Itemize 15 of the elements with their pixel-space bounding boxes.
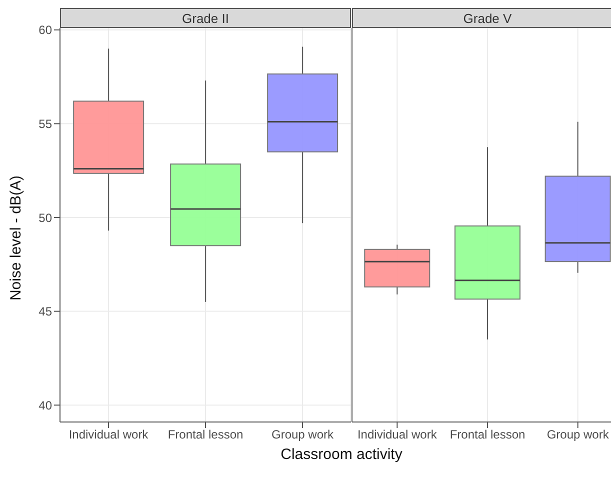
x-axis-title: Classroom activity (280, 446, 404, 463)
x-tick-label: Frontal lesson (168, 428, 244, 442)
x-tick-label: Frontal lesson (450, 428, 526, 442)
chart-title: Grade V (352, 8, 611, 28)
y-tick-label: 55 (38, 116, 52, 131)
x-tick-label: Individual work (68, 428, 150, 442)
x-tick-label: Group work (271, 428, 335, 442)
y-tick-label: 60 (38, 23, 52, 38)
y-tick-label: 45 (38, 304, 52, 319)
x-tick-label: Individual work (357, 428, 438, 442)
x-tick-label: Group work (546, 428, 610, 442)
y-tick-label: 50 (38, 210, 52, 225)
y-tick-label: 40 (38, 398, 52, 412)
y-axis-title: Noise level - dB(A) (8, 175, 24, 301)
chart-title: Grade II (60, 8, 351, 28)
